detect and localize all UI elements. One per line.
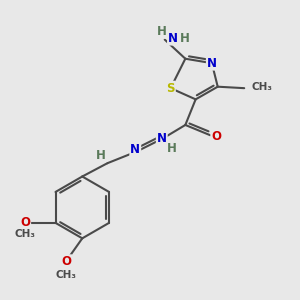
Text: H: H (157, 25, 167, 38)
Text: O: O (61, 255, 71, 268)
Text: O: O (20, 216, 30, 230)
Text: N: N (207, 57, 217, 70)
Text: N: N (168, 32, 178, 45)
Text: N: N (130, 143, 140, 157)
Text: CH₃: CH₃ (252, 82, 273, 92)
Text: H: H (167, 142, 177, 155)
Text: H: H (96, 148, 106, 161)
Text: CH₃: CH₃ (56, 270, 77, 280)
Text: N: N (157, 132, 167, 145)
Text: O: O (211, 130, 221, 143)
Text: CH₃: CH₃ (15, 229, 36, 239)
Text: S: S (167, 82, 175, 95)
Text: H: H (180, 32, 190, 45)
